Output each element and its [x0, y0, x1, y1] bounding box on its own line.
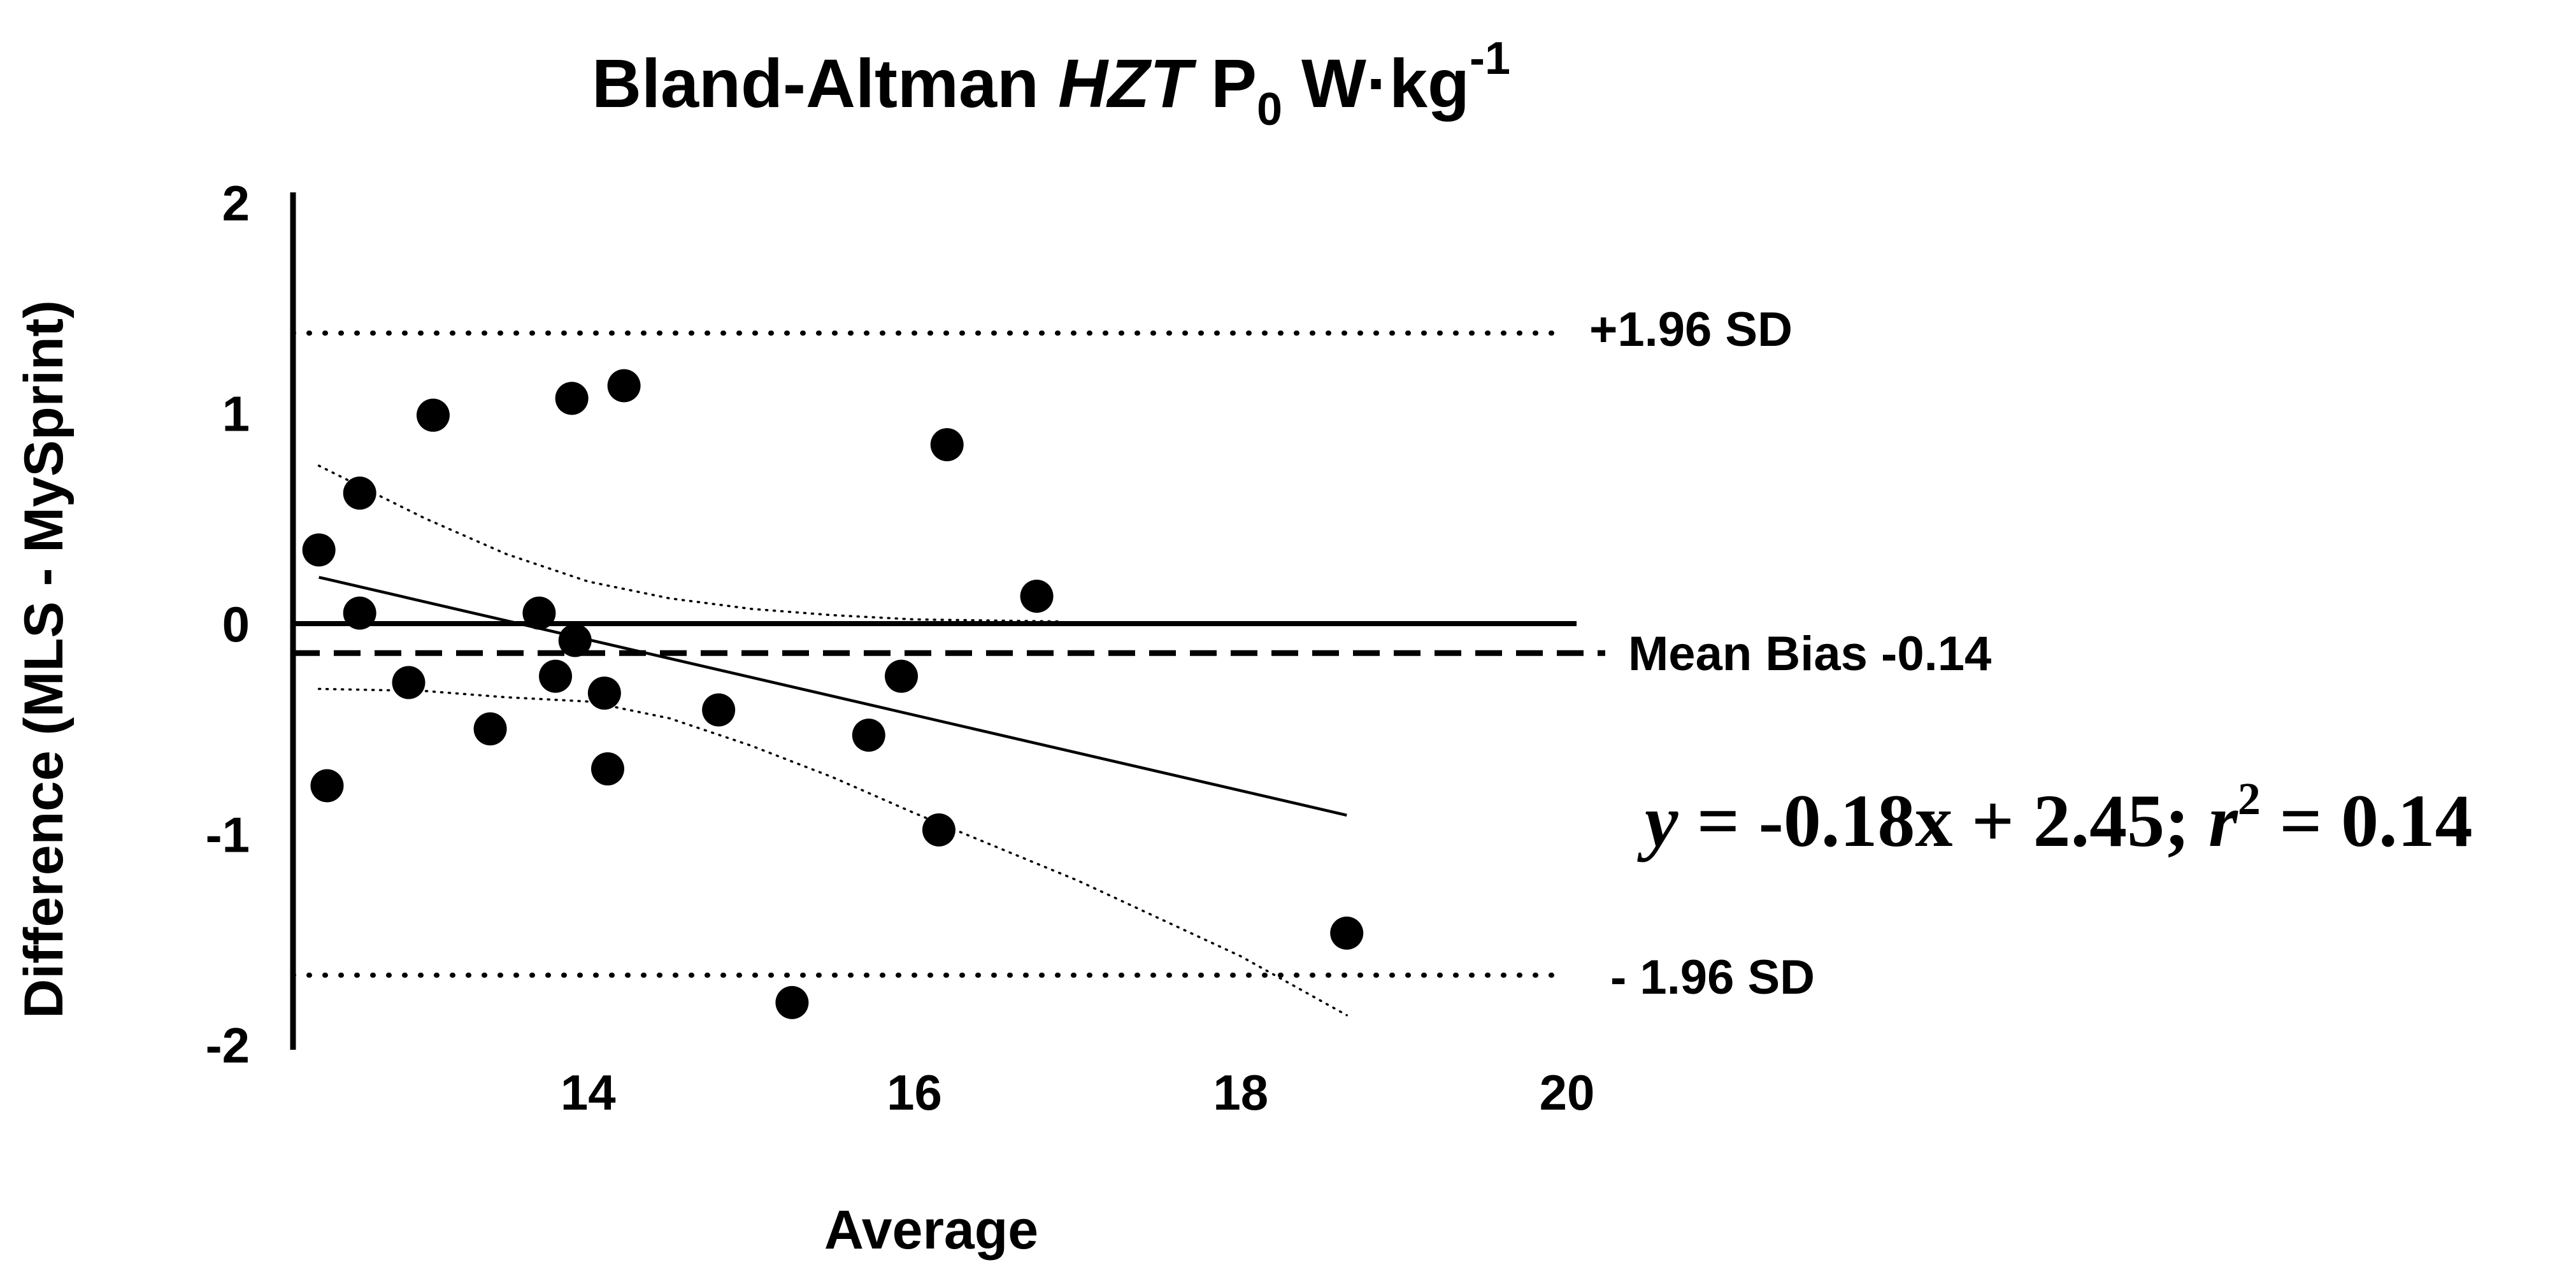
data-point: [587, 676, 621, 710]
y-axis-title: Difference (MLS - MySprint): [13, 300, 75, 1019]
x-tick-label: 20: [1540, 1064, 1595, 1120]
y-tick-label: -1: [206, 807, 250, 863]
confidence-band-lower: [317, 687, 1348, 1017]
confidence-band-upper: [317, 464, 1063, 623]
upper-sd-label: +1.96 SD: [1589, 303, 1792, 357]
eq-y: y: [1637, 779, 1678, 862]
data-point: [590, 752, 624, 786]
confidence-band: [317, 464, 1348, 1017]
regression-line-group: [318, 576, 1347, 817]
y-tick-labels: 2 1 0 -1 -2: [206, 175, 250, 1073]
x-tick-label: 18: [1213, 1064, 1268, 1120]
mean-bias-label: Mean Bias -0.14: [1628, 627, 1991, 681]
data-point: [852, 719, 885, 752]
data-point: [302, 533, 336, 567]
data-point: [343, 476, 376, 510]
title-unit: W·kg: [1282, 45, 1470, 122]
data-point: [416, 398, 450, 432]
data-point: [392, 666, 426, 699]
data-point: [885, 659, 919, 693]
y-tick-label: 0: [222, 596, 250, 652]
data-point: [555, 382, 589, 415]
data-point: [607, 369, 641, 403]
regression-line: [318, 576, 1347, 817]
y-tick-label: 1: [222, 386, 250, 442]
x-axis-title: Average: [824, 1199, 1038, 1261]
data-point: [922, 813, 955, 847]
reference-lines: [290, 330, 1605, 978]
x-tick-labels: 14 16 18 20: [561, 1064, 1595, 1120]
x-tick-label: 16: [887, 1064, 942, 1120]
title-subscript: 0: [1257, 84, 1282, 135]
y-tick-label: -2: [206, 1017, 250, 1073]
y-tick-label: 2: [222, 175, 250, 231]
regression-equation: y = -0.18x + 2.45; r2 = 0.14: [1637, 773, 2473, 862]
data-point: [930, 428, 964, 462]
title-superscript: -1: [1470, 33, 1510, 84]
data-point: [310, 769, 344, 803]
eq-body: = -0.18x + 2.45;: [1678, 779, 2208, 862]
data-point: [343, 596, 376, 630]
data-point: [539, 659, 573, 693]
eq-r-exp: 2: [2238, 773, 2261, 824]
title-italic: HZT: [1058, 45, 1197, 122]
data-point: [522, 596, 556, 630]
title-prefix: Bland-Altman: [592, 45, 1058, 122]
data-point: [1330, 916, 1364, 950]
x-tick-label: 14: [561, 1064, 616, 1120]
eq-tail: = 0.14: [2261, 779, 2473, 862]
title-mid: P: [1192, 45, 1257, 122]
data-point: [1020, 580, 1054, 613]
eq-r: r: [2208, 779, 2238, 862]
data-point: [702, 693, 736, 727]
data-points: [302, 369, 1364, 1019]
chart-title: Bland-Altman HZT P0 W·kg-1: [592, 33, 1510, 135]
data-point: [558, 624, 592, 657]
lower-sd-label: - 1.96 SD: [1610, 950, 1815, 1005]
data-point: [775, 985, 809, 1019]
data-point: [473, 712, 507, 746]
